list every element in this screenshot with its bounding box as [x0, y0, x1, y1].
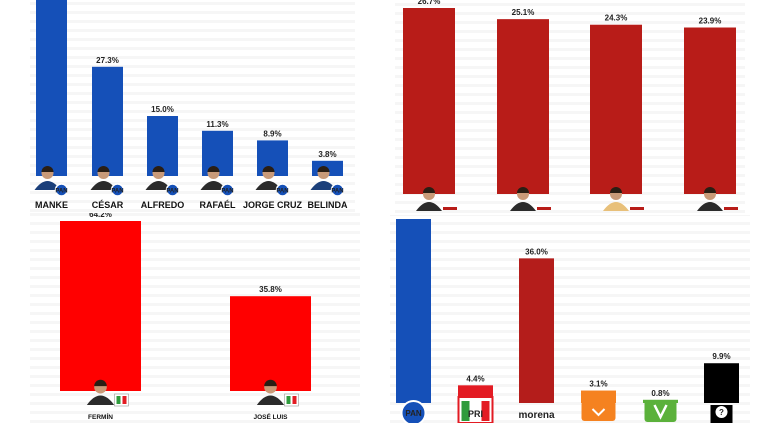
party-badge-1 [110, 183, 125, 197]
party-logo-bird-3 [591, 408, 606, 417]
party-badge-0-green [116, 396, 121, 404]
candidate-photo-0 [416, 187, 442, 211]
party-badge-0-red [122, 396, 127, 404]
party-logo-0 [400, 400, 427, 423]
party-logo-label-5: ? [719, 408, 724, 417]
chart-svg: 26.7% 25.1% 24.3% 23.9% [403, 0, 738, 211]
party-badge-1-label: PAN [111, 189, 123, 195]
bar-0 [396, 219, 431, 403]
bar-2 [147, 116, 178, 176]
party-badge-3 [220, 183, 235, 197]
bar-1 [92, 66, 123, 176]
chart-svg: PAN MANKE 27.3% PAN CÉSAR 15.0% PAN ALFREDO 11.3… [34, 0, 348, 210]
party-badge-3-label: PAN [221, 189, 233, 195]
candidate-photo-2 [145, 166, 172, 190]
party-badge-0 [443, 207, 457, 210]
candidate-photo-0 [34, 166, 61, 190]
candidate-name-3: RAFAÉL [200, 200, 237, 210]
bar-3 [581, 390, 616, 403]
value-label-0: 64.2% [89, 213, 112, 219]
party-badge-0 [54, 183, 69, 197]
party-badge-1-red [292, 396, 297, 404]
party-badge-5-label: PAN [331, 189, 343, 195]
party-badge-4-label: PAN [276, 189, 288, 195]
party-logo-red-1 [481, 401, 490, 421]
morena-candidates-chart: 26.7% 25.1% 24.3% 23.9% [395, 0, 745, 213]
candidate-photo-1 [90, 166, 117, 190]
value-label-3: 11.3% [206, 120, 228, 129]
party-logo-mark-4 [653, 404, 668, 420]
value-label-0: 26.7% [418, 0, 441, 6]
chart-svg: 64.2% FERMÍN 35.8% JOSÉ LUIS [60, 213, 311, 421]
party-logo-4 [644, 400, 677, 422]
bar-1 [230, 296, 311, 391]
value-label-0: 45.8% [402, 215, 425, 217]
value-label-1: 25.1% [512, 8, 535, 17]
party-preference-chart: 45.8% PAN 4.4% PRI 36.0% morena 3.1% 0.8% 9.9%? [390, 215, 750, 423]
bar-2 [519, 258, 554, 403]
candidate-name-4: JORGE CRUZ [243, 200, 303, 210]
party-logo-3 [581, 401, 616, 421]
candidate-photo-1 [256, 379, 285, 405]
bar-5 [704, 363, 739, 403]
candidate-photo-0 [86, 379, 115, 405]
candidate-name-1: CÉSAR [92, 200, 124, 210]
bar-1 [497, 19, 549, 194]
bar-0 [36, 0, 67, 176]
value-label-5: 9.9% [712, 352, 730, 361]
value-label-2: 15.0% [151, 105, 174, 114]
value-label-1: 4.4% [466, 374, 484, 383]
value-label-3: 3.1% [589, 380, 607, 389]
candidate-photo-4 [255, 166, 282, 190]
candidate-name-1: JOSÉ LUIS [254, 412, 289, 421]
pvem-candidates-chart: 64.2% FERMÍN 35.8% JOSÉ LUIS [30, 213, 360, 423]
candidate-photo-3 [697, 187, 723, 211]
candidate-photo-2 [603, 187, 629, 211]
value-label-1: 27.3% [96, 56, 119, 65]
party-badge-0-label: PAN [55, 189, 67, 195]
party-badge-1 [537, 207, 551, 210]
candidate-photo-1 [510, 187, 536, 211]
candidate-name-2: ALFREDO [141, 200, 185, 210]
party-badge-2 [630, 207, 644, 210]
value-label-2: 24.3% [605, 14, 628, 23]
bar-3 [684, 27, 736, 195]
candidate-photo-3 [200, 166, 227, 190]
party-logo-label-1: PRI [468, 409, 483, 419]
party-badge-2-label: PAN [166, 189, 178, 195]
party-badge-3 [724, 207, 738, 210]
bar-0 [403, 8, 455, 194]
value-label-4: 8.9% [263, 129, 281, 138]
bar-2 [590, 24, 642, 194]
candidate-photo-5 [310, 166, 337, 190]
value-label-1: 35.8% [259, 285, 282, 294]
party-logo-label-2: morena [518, 410, 555, 421]
party-logo-circle-5 [715, 406, 728, 418]
party-logo-label-0: PAN [405, 409, 422, 418]
value-label-5: 3.8% [318, 150, 336, 159]
candidate-name-0: MANKE [35, 200, 68, 210]
value-label-2: 36.0% [525, 247, 548, 256]
chart-svg: 45.8% PAN 4.4% PRI 36.0% morena 3.1% 0.8% 9.9%? [396, 215, 739, 423]
value-label-3: 23.9% [699, 17, 722, 26]
party-badge-4 [275, 183, 290, 197]
value-label-4: 0.8% [651, 389, 669, 398]
pan-candidates-chart: PAN MANKE 27.3% PAN CÉSAR 15.0% PAN ALFREDO 11.3… [30, 0, 355, 212]
candidate-name-5: BELINDA [308, 200, 348, 210]
party-badge-1-green [286, 396, 291, 404]
party-badge-5 [330, 183, 345, 197]
party-logo-green-1 [461, 401, 470, 421]
bar-0 [60, 221, 141, 391]
candidate-name-0: FERMÍN [88, 412, 113, 421]
party-badge-2 [165, 183, 180, 197]
